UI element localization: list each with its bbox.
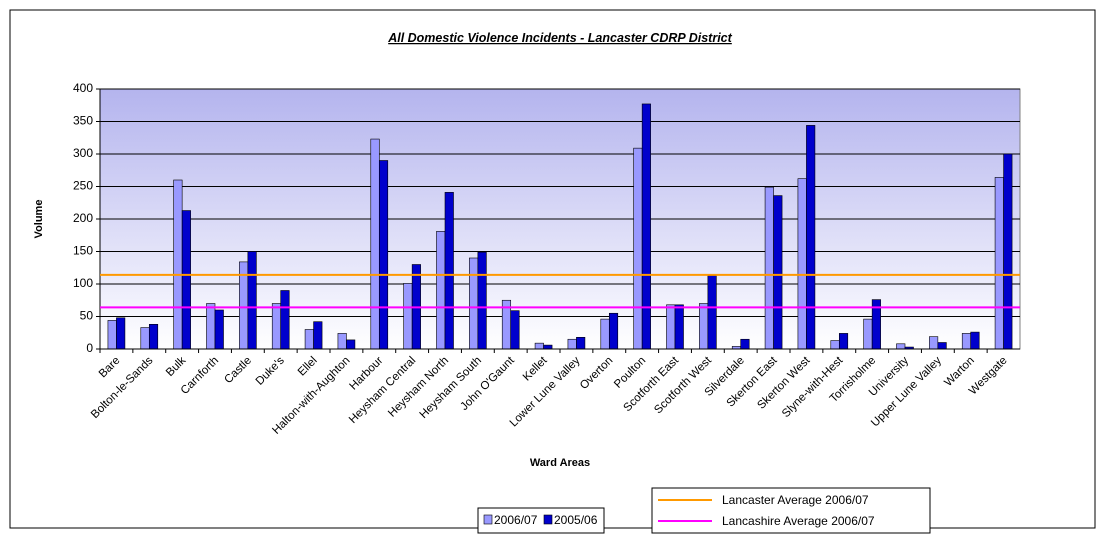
bar xyxy=(469,257,479,350)
bar xyxy=(806,125,816,350)
bar xyxy=(600,318,610,350)
bar xyxy=(994,177,1004,350)
bar xyxy=(543,344,553,350)
y-tick-label: 400 xyxy=(73,81,93,95)
chart-title: All Domestic Violence Incidents - Lancas… xyxy=(387,31,732,45)
bar xyxy=(567,338,577,350)
y-tick-label: 100 xyxy=(73,276,93,290)
bar xyxy=(370,138,380,350)
bar xyxy=(534,342,544,350)
x-axis-label: Ward Areas xyxy=(530,457,590,469)
bar xyxy=(740,338,750,350)
bar xyxy=(140,327,150,350)
bar xyxy=(961,333,972,350)
bar xyxy=(896,343,906,350)
bar xyxy=(576,336,586,350)
bar xyxy=(674,304,684,350)
bar xyxy=(271,303,282,350)
legend-label: Lancashire Average 2006/07 xyxy=(722,514,875,528)
bar xyxy=(436,231,446,350)
bar xyxy=(477,251,487,350)
bar xyxy=(444,192,454,350)
bar xyxy=(148,323,159,350)
bar xyxy=(830,340,840,350)
bar xyxy=(797,178,807,350)
legend-box xyxy=(651,487,931,534)
bar xyxy=(313,321,323,350)
bar xyxy=(970,331,980,350)
legend-label: Lancaster Average 2006/07 xyxy=(722,493,869,507)
bar xyxy=(214,309,224,350)
legend-box xyxy=(477,507,605,534)
bar xyxy=(346,339,356,350)
bar xyxy=(403,283,413,350)
bar xyxy=(1003,153,1013,350)
bar xyxy=(707,275,717,350)
bar xyxy=(280,290,290,350)
y-tick-label: 50 xyxy=(80,309,94,323)
bar xyxy=(608,312,619,350)
bar xyxy=(173,179,183,350)
legend-swatch xyxy=(483,514,493,525)
bar xyxy=(304,329,314,350)
bar xyxy=(378,160,389,350)
legend-label: 2006/07 xyxy=(494,513,538,527)
bar xyxy=(107,320,117,350)
bar xyxy=(937,342,947,350)
y-tick-label: 300 xyxy=(73,146,93,160)
bar xyxy=(337,333,347,350)
bar xyxy=(510,310,520,350)
bar xyxy=(666,304,676,350)
bar xyxy=(181,210,191,350)
y-tick-label: 250 xyxy=(73,179,93,193)
bar xyxy=(633,147,643,350)
bar xyxy=(929,336,939,350)
bar xyxy=(838,333,849,350)
y-axis-label: Volume xyxy=(33,200,45,239)
bar xyxy=(247,251,257,350)
legend-swatch xyxy=(543,514,553,525)
y-tick-label: 0 xyxy=(86,341,93,355)
bar xyxy=(764,186,774,350)
legend-label: 2005/06 xyxy=(554,513,598,527)
bar xyxy=(206,303,216,350)
y-tick-label: 150 xyxy=(73,244,93,258)
bar xyxy=(699,303,709,350)
y-tick-label: 200 xyxy=(73,211,93,225)
bar xyxy=(863,318,873,350)
y-tick-label: 350 xyxy=(73,114,93,128)
bar xyxy=(116,317,126,350)
bar xyxy=(773,195,783,350)
bar xyxy=(641,103,651,350)
